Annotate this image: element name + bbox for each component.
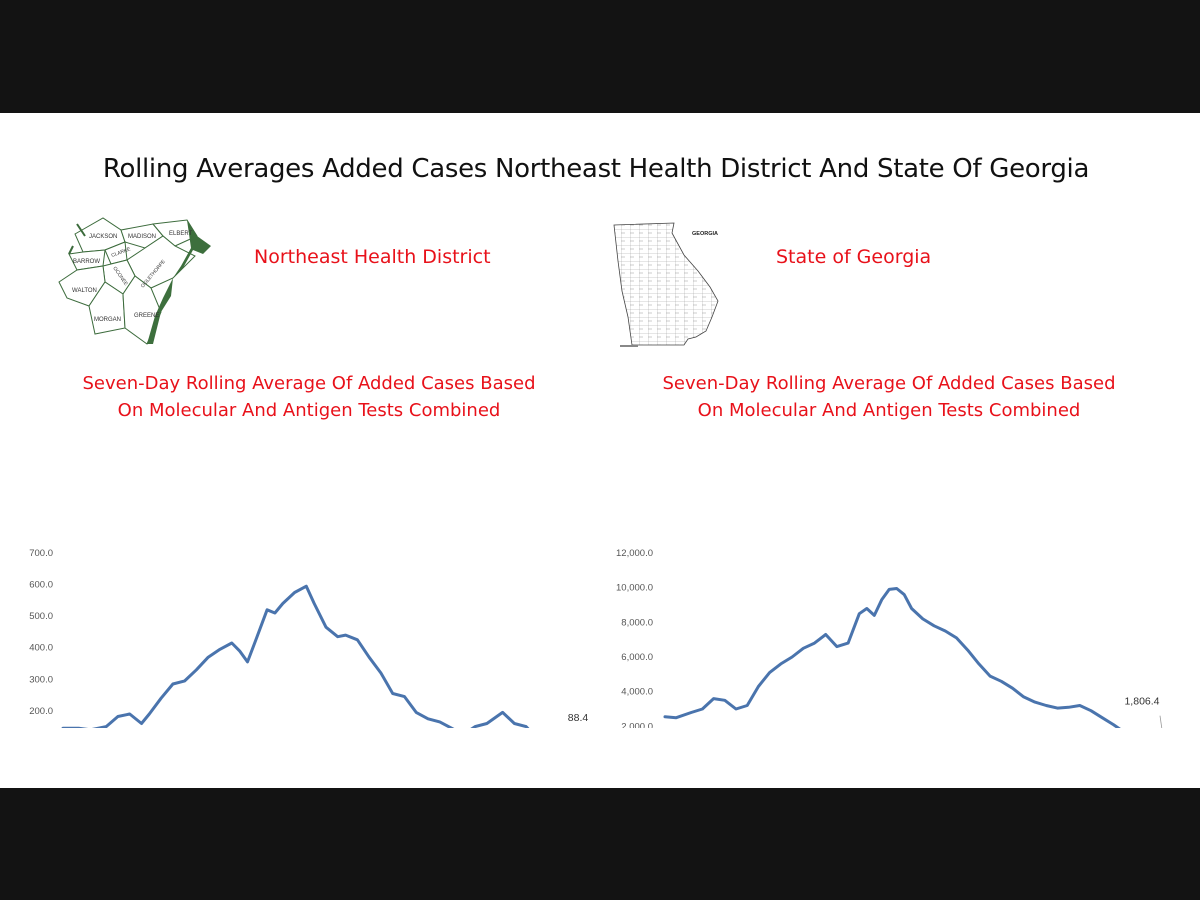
region-label-northeast: Northeast Health District [254, 246, 491, 268]
y-tick-label: 12,000.0 [616, 548, 653, 559]
map-boundary-band [147, 220, 211, 344]
y-tick-label: 4,000.0 [621, 687, 653, 698]
county-label-greene: GREENE [134, 313, 159, 319]
page-title: Rolling Averages Added Cases Northeast H… [102, 154, 1090, 184]
map-county-elbert [152, 219, 198, 247]
y-tick-label: 10,000.0 [616, 583, 653, 594]
county-label-walton: WALTON [72, 288, 97, 294]
data-label: 88.4 [568, 712, 589, 724]
chart-northeast: 0.0100.0200.0300.0400.0500.0600.0700.010… [29, 548, 589, 728]
y-tick-label: 8,000.0 [621, 617, 653, 628]
chart-georgia: 0.02,000.04,000.06,000.08,000.010,000.01… [616, 548, 1163, 728]
county-label-jackson: JACKSON [89, 234, 117, 240]
chart-title-line-1: Seven-Day Rolling Average Of Added Cases… [662, 373, 1116, 394]
county-label-elbert: ELBERT [169, 231, 193, 237]
y-tick-label: 500.0 [29, 611, 53, 622]
map-county-barrow [68, 249, 106, 271]
y-tick-label: 300.0 [29, 674, 53, 685]
y-tick-label: 2,000.0 [621, 721, 653, 728]
y-tick-label: 200.0 [29, 706, 53, 717]
slide: Rolling Averages Added Cases Northeast H… [0, 113, 1200, 788]
series-line [663, 587, 1121, 728]
chart-title-line-2: On Molecular And Antigen Tests Combined [117, 400, 501, 421]
county-label-morgan: MORGAN [94, 317, 121, 323]
chart-title-line-1: Seven-Day Rolling Average Of Added Cases… [82, 373, 536, 394]
northeast-district-map: JACKSON MADISON ELBERT BARROW CLARKE OGL… [58, 217, 211, 345]
chart-title-northeast: Seven-Day Rolling Average Of Added Cases… [29, 370, 589, 424]
chart-title-georgia: Seven-Day Rolling Average Of Added Cases… [609, 370, 1169, 424]
county-label-barrow: BARROW [73, 259, 100, 265]
y-tick-label: 700.0 [29, 548, 53, 559]
data-label-leader [1159, 715, 1163, 728]
georgia-state-map: GEORGIA [613, 222, 719, 347]
region-label-georgia: State of Georgia [776, 246, 932, 268]
y-tick-label: 400.0 [29, 643, 53, 654]
y-tick-label: 600.0 [29, 580, 53, 591]
data-label: 1,806.4 [1124, 696, 1159, 708]
y-tick-label: 6,000.0 [621, 652, 653, 663]
state-map-title: GEORGIA [692, 231, 718, 237]
series-line [61, 584, 530, 728]
county-label-madison: MADISON [128, 234, 156, 240]
chart-title-line-2: On Molecular And Antigen Tests Combined [697, 400, 1081, 421]
